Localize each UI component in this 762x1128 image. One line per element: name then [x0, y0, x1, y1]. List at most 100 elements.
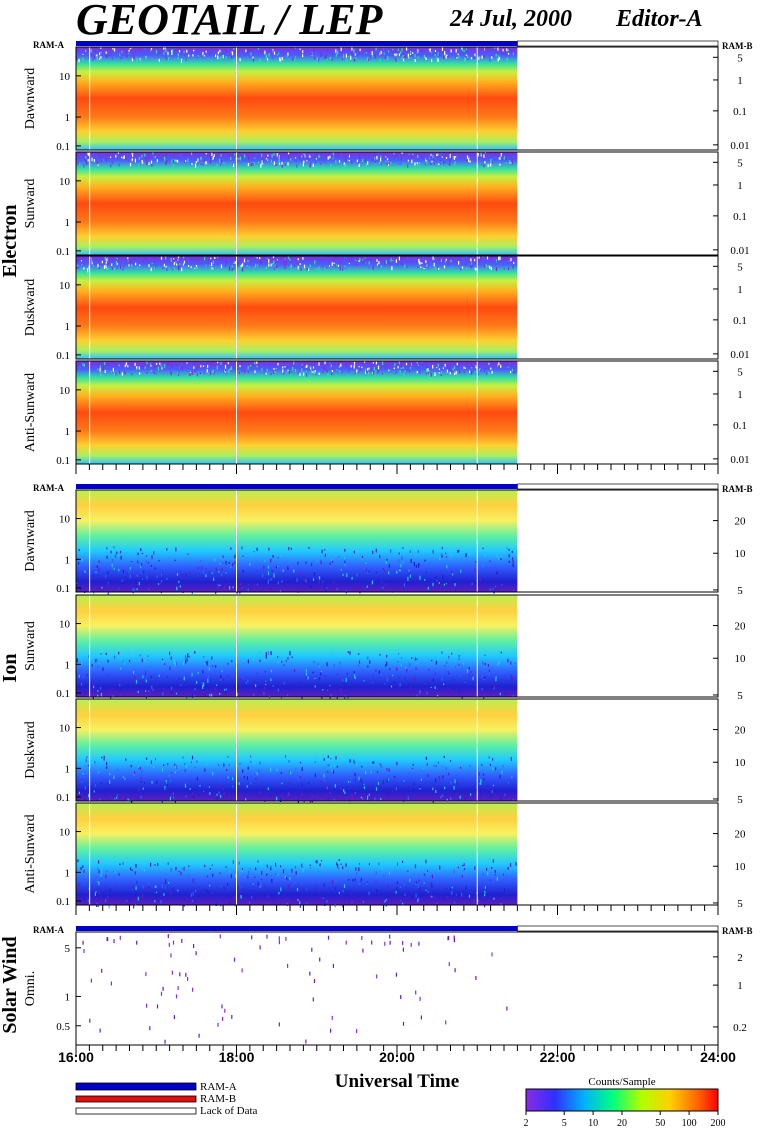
texture-speck: [432, 256, 434, 260]
panel-frame: [75, 46, 719, 151]
texture-speck: [277, 873, 279, 876]
texture-speck: [225, 692, 227, 695]
texture-speck: [295, 871, 297, 875]
texture-speck: [491, 370, 493, 374]
texture-speck: [228, 369, 230, 374]
texture-speck: [440, 258, 442, 263]
texture-speck: [251, 261, 253, 263]
texture-speck: [270, 263, 272, 267]
texture-speck: [247, 163, 249, 167]
texture-speck: [509, 160, 511, 163]
texture-speck: [232, 586, 234, 589]
texture-speck: [348, 262, 350, 264]
texture-speck: [125, 362, 127, 366]
texture-speck: [343, 788, 345, 793]
texture-speck: [351, 256, 353, 260]
texture-speck: [319, 863, 321, 867]
texture-speck: [364, 368, 367, 372]
texture-speck: [137, 50, 139, 54]
texture-speck: [247, 588, 249, 592]
texture-speck: [141, 365, 143, 368]
texture-speck: [197, 158, 199, 162]
texture-speck: [177, 259, 179, 261]
texture-speck: [267, 58, 269, 61]
texture-speck: [459, 676, 461, 678]
texture-speck: [475, 365, 477, 368]
texture-speck: [449, 760, 452, 762]
texture-speck: [164, 663, 166, 665]
texture-speck: [398, 559, 400, 563]
texture-speck: [153, 371, 155, 374]
colorbar-gradient: [525, 1088, 719, 1112]
texture-speck: [96, 161, 98, 164]
texture-speck: [224, 368, 227, 372]
texture-speck: [148, 881, 150, 886]
texture-speck: [144, 695, 147, 698]
texture-speck: [124, 364, 126, 368]
texture-speck: [383, 372, 385, 375]
texture-speck: [163, 50, 165, 53]
texture-speck: [376, 889, 378, 893]
texture-speck: [337, 673, 339, 675]
texture-speck: [371, 368, 373, 371]
texture-speck: [405, 47, 408, 50]
texture-speck: [227, 755, 229, 758]
texture-speck: [340, 566, 342, 570]
texture-speck: [281, 164, 283, 168]
texture-speck: [458, 689, 460, 691]
texture-speck: [435, 660, 437, 665]
texture-speck: [301, 783, 303, 787]
texture-speck: [380, 668, 382, 673]
texture-speck: [207, 157, 209, 162]
texture-speck: [321, 362, 323, 365]
texture-speck: [193, 161, 195, 164]
texture-speck: [128, 53, 130, 54]
texture-speck: [299, 48, 301, 51]
texture-speck: [442, 575, 444, 579]
texture-speck: [511, 550, 513, 553]
texture-speck: [483, 653, 485, 656]
texture-speck: [92, 259, 94, 262]
texture-speck: [464, 550, 466, 552]
texture-speck: [454, 161, 456, 164]
texture-speck: [145, 157, 147, 160]
texture-speck: [437, 657, 440, 661]
solar-wind-point: [402, 1021, 405, 1026]
texture-speck: [95, 54, 98, 57]
texture-speck: [212, 156, 214, 160]
texture-speck: [249, 562, 251, 566]
texture-speck: [167, 363, 169, 366]
texture-speck: [114, 48, 116, 52]
texture-speck: [138, 581, 140, 586]
texture-speck: [414, 58, 416, 62]
texture-speck: [102, 365, 105, 369]
texture-speck: [241, 868, 244, 870]
texture-speck: [181, 363, 183, 366]
texture-speck: [452, 155, 454, 160]
texture-speck: [264, 154, 267, 158]
texture-speck: [209, 52, 211, 56]
spectrogram-texture: [76, 256, 515, 273]
y-right-tick-label: 0.2: [733, 1022, 747, 1034]
texture-speck: [458, 663, 460, 666]
texture-speck: [175, 573, 178, 577]
texture-speck: [196, 777, 198, 781]
texture-speck: [439, 777, 441, 781]
texture-speck: [303, 153, 305, 155]
texture-speck: [204, 864, 206, 867]
texture-speck: [138, 157, 140, 161]
texture-speck: [254, 370, 256, 374]
texture-speck: [183, 676, 185, 681]
texture-speck: [508, 554, 510, 558]
texture-speck: [396, 887, 398, 892]
texture-speck: [434, 50, 437, 53]
texture-speck: [190, 364, 193, 368]
texture-speck: [415, 881, 417, 884]
texture-speck: [301, 863, 303, 868]
texture-speck: [193, 366, 195, 369]
texture-speck: [431, 884, 433, 888]
texture-speck: [422, 256, 424, 260]
texture-speck: [209, 792, 211, 795]
texture-speck: [132, 588, 134, 592]
texture-speck: [430, 686, 432, 688]
